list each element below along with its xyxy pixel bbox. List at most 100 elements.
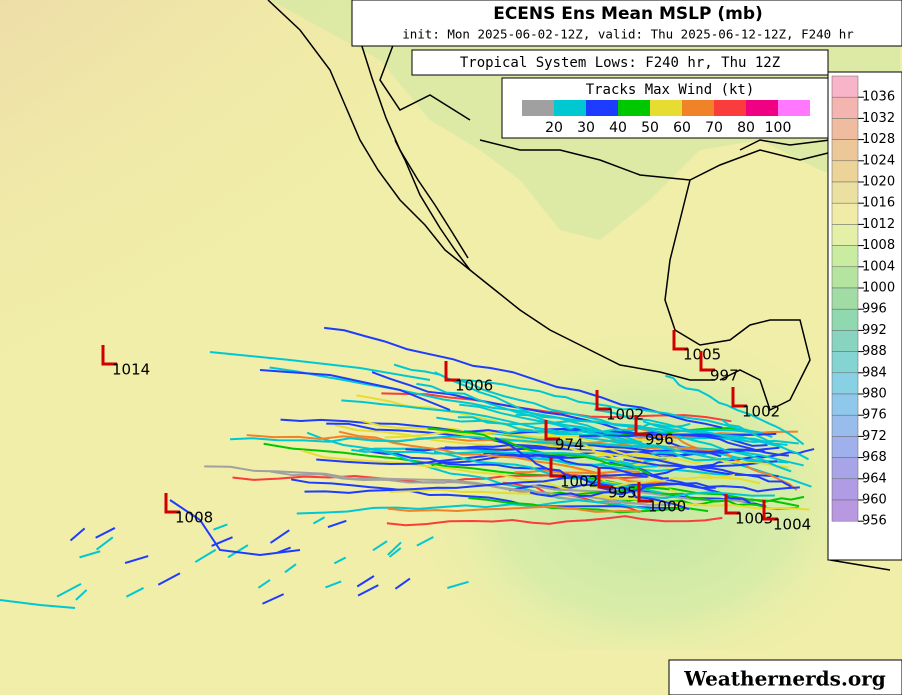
low-marker <box>699 351 715 372</box>
low-pressure-shading <box>300 200 900 650</box>
pressure-label: 1028 <box>862 132 895 147</box>
low-marker <box>731 387 747 408</box>
track <box>684 433 789 457</box>
track <box>623 458 778 469</box>
low-label: 1006 <box>455 377 493 395</box>
gulf-coast <box>664 179 811 412</box>
track <box>257 579 271 589</box>
track <box>498 422 691 434</box>
pressure-label: 964 <box>862 471 887 486</box>
track <box>665 374 805 446</box>
track <box>259 369 451 411</box>
pressure-swatch <box>831 245 859 268</box>
pressure-swatch <box>831 499 859 522</box>
texas-coast <box>739 139 831 151</box>
low-marker <box>595 390 611 411</box>
track <box>211 536 233 547</box>
low-label: 1002 <box>606 406 644 424</box>
track <box>327 519 347 529</box>
track <box>213 523 228 531</box>
track <box>494 437 690 511</box>
low-label: 995 <box>608 484 637 502</box>
track <box>579 432 777 438</box>
coastlines <box>267 0 891 571</box>
pressure-label: 988 <box>862 344 887 359</box>
track <box>304 473 648 494</box>
pressure-swatch <box>831 457 859 480</box>
title: ECENS Ens Mean MSLP (mb) <box>493 4 763 24</box>
pressure-label: 1000 <box>862 281 895 296</box>
tracks-title: Tropical System Lows: F240 hr, Thu 12Z <box>460 55 780 71</box>
pressure-label: 980 <box>862 387 887 402</box>
pressure-swatch <box>831 393 859 416</box>
track <box>357 584 379 597</box>
wind-label: 30 <box>577 120 595 136</box>
track <box>386 515 723 527</box>
wind-legend-title: Tracks Max Wind (kt) <box>586 82 755 98</box>
track <box>95 536 114 551</box>
subtitle: init: Mon 2025-06-02-12Z, valid: Thu 202… <box>402 27 854 42</box>
pressure-swatch <box>831 351 859 374</box>
track <box>124 555 149 564</box>
wind-swatch <box>714 100 746 116</box>
low-marker <box>762 500 778 521</box>
wind-swatch <box>746 100 778 116</box>
low-marker <box>637 482 653 503</box>
pressure-swatch <box>831 181 859 204</box>
track <box>393 363 649 447</box>
track <box>387 505 642 513</box>
track <box>460 378 773 438</box>
track <box>721 419 810 461</box>
pressure-label: 996 <box>862 302 887 317</box>
track <box>650 451 763 463</box>
pressure-swatch <box>831 139 859 162</box>
low-marker <box>549 457 565 478</box>
track <box>325 580 342 589</box>
wind-swatch <box>682 100 714 116</box>
wind-swatch <box>778 100 810 116</box>
track <box>194 548 217 563</box>
low-label: 1000 <box>648 498 686 516</box>
track <box>209 351 431 381</box>
track <box>416 536 434 547</box>
track <box>433 450 662 494</box>
wind-label: 50 <box>641 120 659 136</box>
track <box>312 516 326 525</box>
track <box>447 580 469 589</box>
track <box>394 577 411 590</box>
tracks-title-box <box>411 49 829 76</box>
low-label: 997 <box>710 367 739 385</box>
low-label: 974 <box>555 436 584 454</box>
track <box>529 482 680 498</box>
pressure-label: 976 <box>862 408 887 423</box>
wind-label: 60 <box>673 120 691 136</box>
us-border <box>479 139 841 181</box>
pressure-swatch <box>831 436 859 458</box>
pressure-label: 1004 <box>862 259 895 274</box>
tracks <box>0 326 815 609</box>
track <box>387 541 402 556</box>
track <box>468 496 709 514</box>
track <box>269 529 290 544</box>
track <box>56 582 82 598</box>
track <box>0 599 76 609</box>
wind-label: 70 <box>705 120 723 136</box>
pressure-label: 960 <box>862 493 887 508</box>
pressure-swatch <box>831 330 859 352</box>
track <box>594 408 783 449</box>
wind-swatch <box>618 100 650 116</box>
track <box>571 443 789 469</box>
pressure-label: 956 <box>862 514 887 529</box>
track <box>389 488 810 511</box>
track <box>125 587 144 598</box>
low-marker <box>444 361 460 382</box>
wind-swatch <box>522 100 554 116</box>
track <box>79 550 101 559</box>
pressure-swatch <box>831 96 859 119</box>
low-label: 1008 <box>175 509 213 527</box>
low-marker <box>672 330 688 351</box>
pressure-swatch <box>831 160 859 183</box>
low-marker <box>597 468 613 489</box>
pacific-coast <box>267 0 715 381</box>
